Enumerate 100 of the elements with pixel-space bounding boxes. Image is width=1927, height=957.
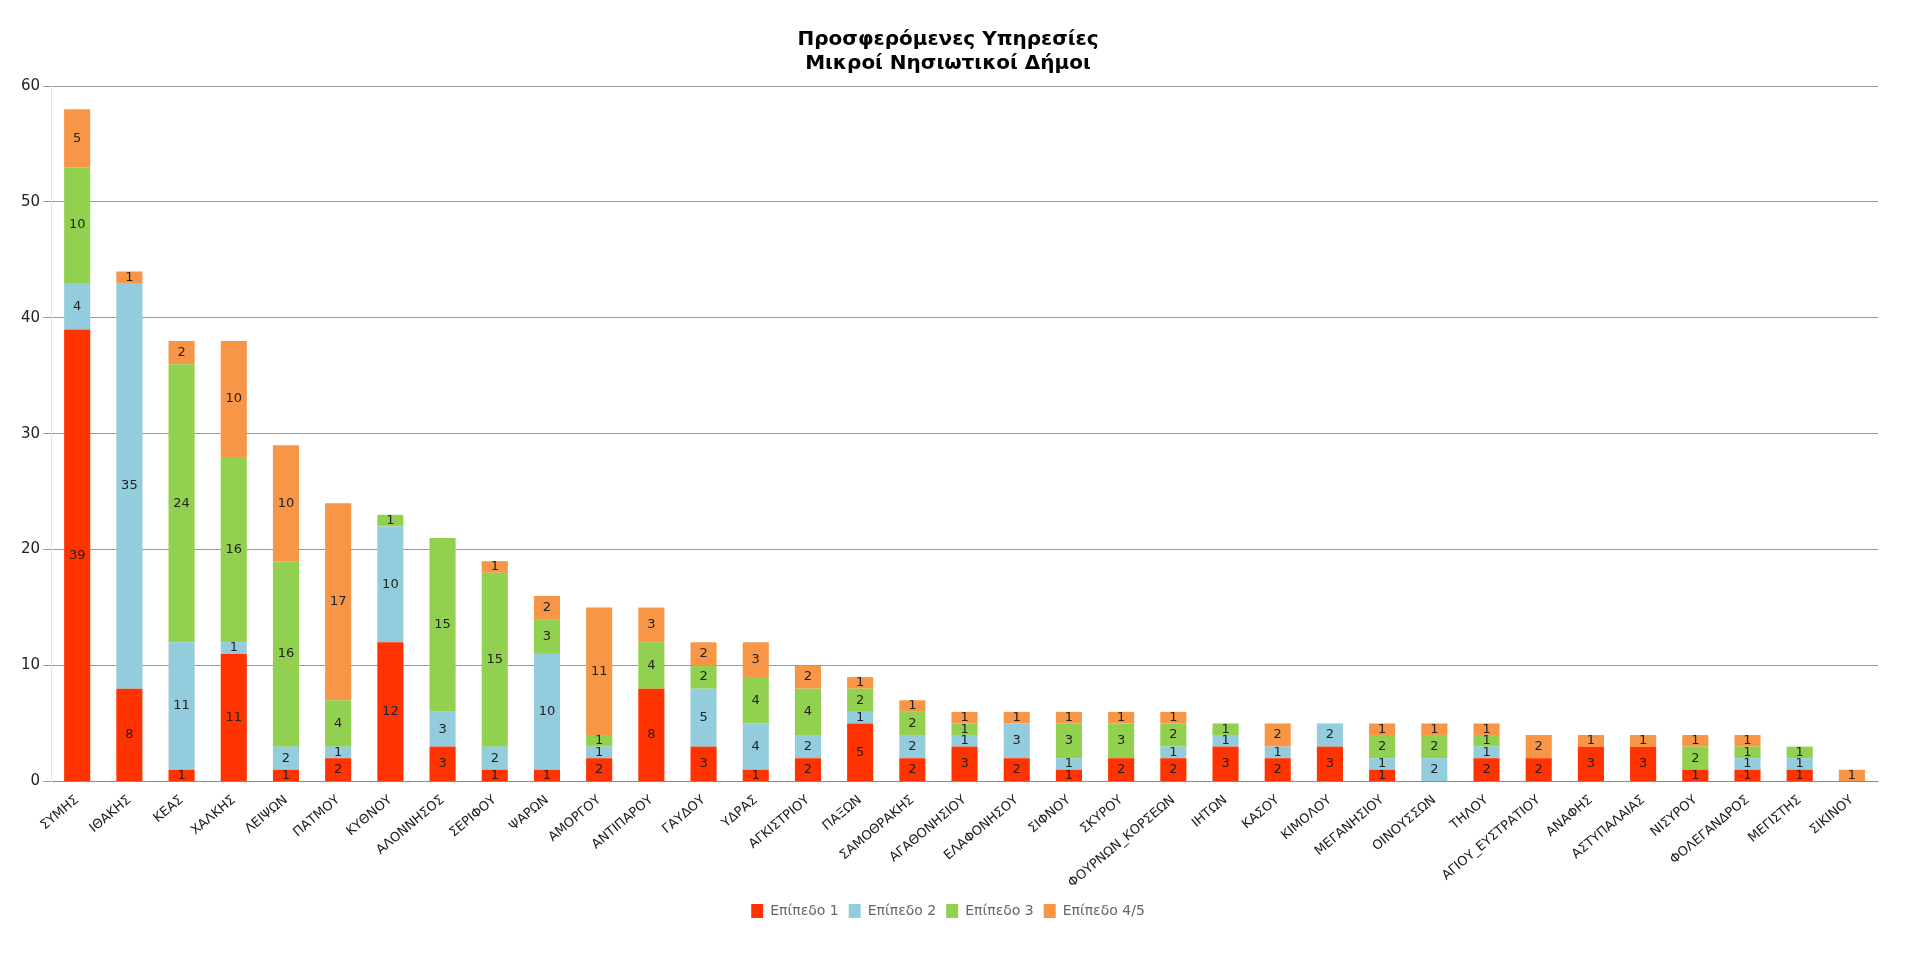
bar <box>272 746 300 770</box>
bar <box>847 677 874 689</box>
bar <box>481 572 508 747</box>
bar <box>899 735 926 759</box>
bar <box>1316 746 1343 781</box>
bar <box>1212 735 1239 747</box>
data-label: 1 <box>229 639 238 655</box>
y-tick-label: 40 <box>20 307 41 326</box>
bar <box>1316 723 1343 747</box>
data-label: 15 <box>486 651 504 667</box>
data-label: 2 <box>1534 760 1543 776</box>
bar <box>116 688 143 781</box>
data-label: 2 <box>334 760 343 776</box>
data-label: 1 <box>856 674 865 690</box>
data-label: 4 <box>751 691 760 707</box>
data-label: 1 <box>281 766 291 782</box>
data-label: 2 <box>856 691 865 707</box>
bar <box>1630 746 1657 781</box>
data-label: 1 <box>542 766 552 782</box>
data-label: 2 <box>803 738 813 753</box>
bar <box>64 329 91 781</box>
data-label: 1 <box>1012 709 1021 725</box>
data-label: 11 <box>173 697 190 713</box>
data-label: 2 <box>1377 738 1387 753</box>
bar <box>1160 758 1187 781</box>
data-label: 3 <box>1325 755 1335 771</box>
bar <box>1212 746 1239 781</box>
bar <box>847 688 874 712</box>
bar <box>116 271 143 284</box>
bar <box>742 642 769 678</box>
bar <box>1734 769 1761 781</box>
data-label: 2 <box>542 598 552 614</box>
bar <box>586 735 613 747</box>
bar <box>847 723 874 781</box>
bar <box>1160 723 1187 747</box>
data-label: 15 <box>434 616 451 632</box>
bar <box>1264 758 1291 781</box>
data-label: 2 <box>803 668 813 684</box>
data-label: 3 <box>1064 732 1074 748</box>
bar <box>690 688 717 747</box>
data-label: 1 <box>1117 709 1126 725</box>
bar <box>899 700 926 712</box>
bar <box>1577 746 1604 781</box>
data-label: 3 <box>1221 755 1230 771</box>
data-label: 2 <box>1482 760 1491 776</box>
data-label: 2 <box>1430 738 1439 753</box>
data-label: 1 <box>1377 720 1387 736</box>
data-label: 2 <box>1273 760 1282 776</box>
data-label: 1 <box>908 697 917 713</box>
data-label: 2 <box>908 760 917 776</box>
data-label: 2 <box>908 738 917 753</box>
bar <box>481 746 508 770</box>
data-label: 2 <box>1117 760 1126 776</box>
bar <box>690 642 717 666</box>
data-label: 3 <box>542 627 552 643</box>
data-label: 3 <box>647 616 656 632</box>
y-tick-label: 0 <box>30 771 41 790</box>
bar <box>638 642 665 689</box>
data-label: 1 <box>856 709 865 725</box>
bar <box>116 283 143 689</box>
bar <box>481 769 508 781</box>
bar <box>1734 735 1761 747</box>
bar <box>220 653 247 781</box>
data-label: 10 <box>68 216 86 232</box>
bar <box>1264 723 1291 747</box>
data-label: 5 <box>73 129 82 145</box>
bar <box>1682 735 1709 747</box>
bar <box>638 607 665 643</box>
bar <box>638 688 665 781</box>
data-label: 3 <box>751 651 760 667</box>
bar <box>220 456 247 643</box>
data-label: 1 <box>334 743 343 759</box>
data-label: 1 <box>1847 766 1857 782</box>
chart-title: Προσφερόμενες Υπηρεσίες Μικροί Νησιωτικοί Δήμοι <box>797 26 1099 75</box>
data-label: 4 <box>647 656 656 672</box>
legend-label: Επίπεδο 3 <box>965 901 1034 918</box>
bar <box>429 711 456 747</box>
bar <box>1838 769 1865 781</box>
bar <box>533 619 561 654</box>
bar <box>272 769 300 781</box>
bar <box>325 503 352 701</box>
data-label: 24 <box>173 494 190 510</box>
data-label: 1 <box>125 268 134 284</box>
data-label: 11 <box>590 662 608 678</box>
data-label: 3 <box>1012 732 1021 748</box>
data-label: 16 <box>225 540 243 556</box>
data-label: 2 <box>595 760 604 776</box>
data-label: 2 <box>177 343 186 359</box>
bar <box>1055 769 1082 781</box>
data-label: 8 <box>125 726 134 742</box>
bar <box>377 642 404 781</box>
bar <box>899 758 926 781</box>
bar <box>1369 769 1396 781</box>
bar <box>690 746 717 781</box>
bar <box>899 711 926 736</box>
bar <box>1369 735 1396 759</box>
data-label: 3 <box>1638 755 1648 771</box>
data-label: 4 <box>751 738 760 753</box>
bar <box>1055 723 1082 759</box>
bar <box>951 723 978 736</box>
